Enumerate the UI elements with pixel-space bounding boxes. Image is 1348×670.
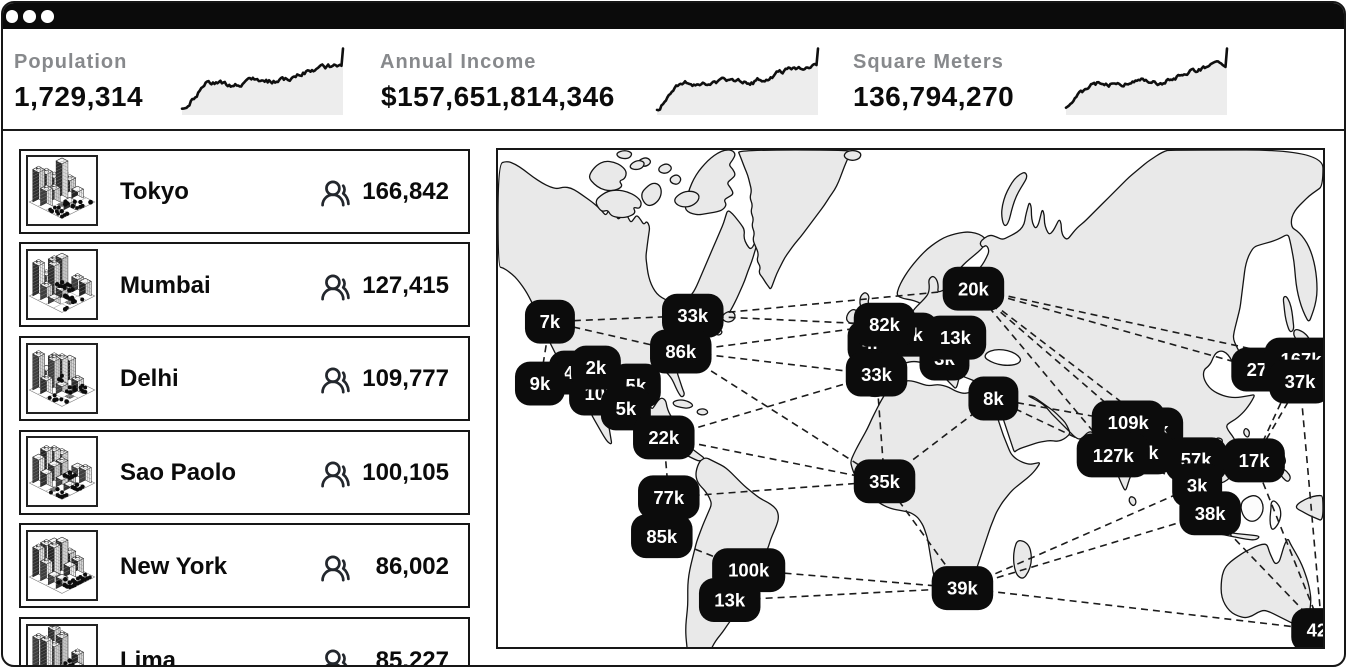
svg-text:39k: 39k <box>947 578 979 599</box>
svg-text:109k: 109k <box>1108 412 1150 433</box>
svg-text:42k: 42k <box>1307 620 1323 641</box>
svg-text:13k: 13k <box>714 590 746 611</box>
svg-text:38k: 38k <box>1195 503 1227 524</box>
svg-text:9k: 9k <box>530 373 551 394</box>
svg-text:37k: 37k <box>1285 371 1317 392</box>
svg-text:127k: 127k <box>1093 445 1135 466</box>
svg-text:33k: 33k <box>861 364 893 385</box>
svg-text:20k: 20k <box>958 278 990 299</box>
svg-text:77k: 77k <box>653 487 685 508</box>
svg-text:5k: 5k <box>616 398 637 419</box>
svg-text:8k: 8k <box>983 388 1004 409</box>
svg-text:22k: 22k <box>648 427 680 448</box>
svg-text:100k: 100k <box>728 560 770 581</box>
svg-text:17k: 17k <box>1239 450 1271 471</box>
svg-text:2k: 2k <box>586 357 607 378</box>
svg-text:35k: 35k <box>869 471 901 492</box>
svg-text:86k: 86k <box>665 341 697 362</box>
svg-text:13k: 13k <box>940 327 972 348</box>
svg-text:33k: 33k <box>677 305 709 326</box>
svg-text:3k: 3k <box>1187 475 1208 496</box>
svg-text:82k: 82k <box>869 314 901 335</box>
svg-text:7k: 7k <box>540 311 561 332</box>
svg-text:85k: 85k <box>646 526 678 547</box>
